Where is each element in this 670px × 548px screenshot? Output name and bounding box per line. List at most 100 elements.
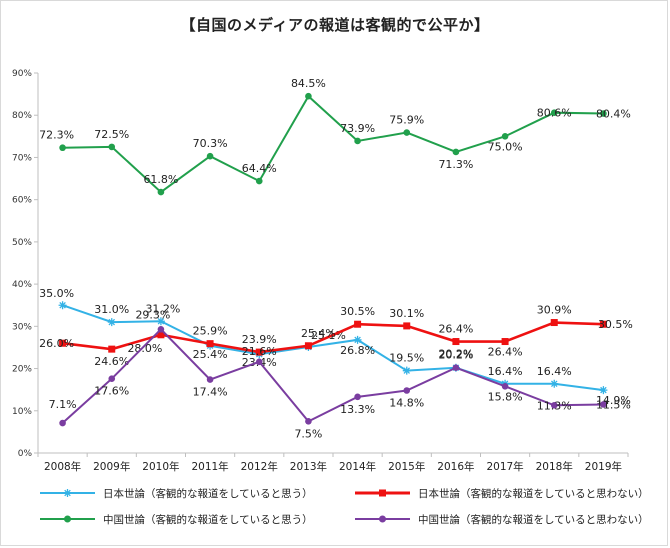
x-tick-label: 2017年: [486, 460, 523, 473]
x-tick-label: 2013年: [290, 460, 327, 473]
data-label-s3-9: 15.8%: [488, 390, 523, 403]
data-point-s0-10: [550, 379, 559, 388]
data-label-s2-4: 64.4%: [242, 162, 277, 175]
x-tick-label: 2016年: [437, 460, 474, 473]
data-label-s0-8: 20.2%: [438, 349, 473, 362]
data-point-s2-4: [255, 177, 263, 185]
y-tick-label: 10%: [12, 407, 32, 417]
data-label-s1-1: 24.6%: [94, 355, 129, 368]
data-label-s2-3: 70.3%: [193, 137, 228, 150]
legend-item-japan-yes: 日本世論（客観的な報道をしていると思う）: [40, 484, 313, 502]
data-point-s1-1: [108, 345, 116, 353]
y-tick-label: 0%: [18, 449, 33, 459]
data-point-s1-10: [550, 319, 558, 327]
data-label-s2-0: 72.3%: [39, 129, 74, 142]
legend-item-japan-no: 日本世論（客観的な報道をしていると思わない）: [355, 484, 649, 502]
legend-item-china-yes: 中国世論（客観的な報道をしていると思う）: [40, 510, 313, 528]
legend-label-japan-no: 日本世論（客観的な報道をしていると思わない）: [418, 487, 649, 500]
data-point-s3-0: [59, 419, 66, 427]
data-point-s2-2: [157, 188, 165, 196]
data-point-s0-2: [156, 317, 165, 326]
data-point-s0-1: [107, 318, 116, 327]
data-label-s3-8: 20.2%: [438, 348, 473, 361]
x-tick-label: 2014年: [339, 460, 376, 473]
data-point-s3-1: [108, 375, 116, 382]
data-point-s3-5: [305, 418, 312, 425]
y-tick-label: 60%: [12, 196, 32, 206]
data-point-s2-5: [305, 92, 312, 100]
data-point-s3-9: [501, 382, 509, 390]
y-tick-label: 20%: [12, 365, 32, 375]
data-label-s3-5: 7.5%: [294, 427, 322, 440]
x-tick-label: 2010年: [142, 460, 179, 473]
data-point-s1-9: [501, 338, 509, 346]
data-label-s1-7: 30.1%: [389, 307, 424, 320]
data-label-s3-7: 14.8%: [389, 397, 424, 410]
data-point-s2-7: [403, 129, 411, 136]
y-tick-label: 90%: [12, 69, 32, 79]
data-label-s1-5: 25.4%: [301, 327, 336, 340]
x-tick-label: 2008年: [44, 460, 81, 473]
data-point-s2-6: [354, 137, 361, 145]
x-tick-label: 2009年: [93, 460, 130, 473]
data-point-s1-0: [59, 339, 67, 347]
data-point-s1-2: [157, 331, 165, 339]
legend-swatch-china-no: [355, 515, 410, 523]
data-label-s1-0: 26.0%: [39, 337, 74, 350]
data-point-s1-8: [452, 338, 460, 346]
x-tick-label: 2011年: [191, 460, 228, 473]
y-tick-label: 50%: [12, 238, 32, 248]
data-label-s2-9: 75.0%: [488, 140, 523, 153]
series-line-2: [62, 94, 604, 194]
series-line-0: [62, 304, 604, 392]
data-point-s2-0: [59, 144, 66, 152]
data-point-s2-9: [501, 133, 509, 140]
data-label-s2-2: 61.8%: [143, 173, 178, 186]
y-tick-label: 40%: [12, 280, 32, 290]
data-point-s3-2: [157, 325, 165, 333]
data-label-s1-6: 30.5%: [340, 305, 375, 318]
data-point-s2-10: [550, 109, 558, 116]
data-label-s3-6: 13.3%: [340, 403, 375, 416]
data-point-s3-11: [600, 401, 607, 408]
series-line-3: [61, 327, 604, 424]
y-tick-label: 30%: [12, 322, 32, 332]
x-tick-label: 2015年: [388, 460, 425, 473]
data-label-s0-9: 16.4%: [488, 365, 523, 378]
legend-label-china-yes: 中国世論（客観的な報道をしていると思う）: [103, 513, 313, 526]
data-label-s3-1: 17.6%: [94, 385, 129, 398]
data-label-s1-8: 26.4%: [438, 323, 473, 336]
legend-item-china-no: 中国世論（客観的な報道をしていると思わない）: [355, 510, 649, 528]
legend-swatch-japan-yes: [40, 489, 95, 497]
data-label-s0-1: 31.0%: [94, 303, 129, 316]
data-label-s0-6: 26.8%: [340, 344, 375, 357]
data-point-s3-4: [255, 358, 263, 366]
data-label-s3-11: 11.5%: [596, 398, 631, 411]
data-label-s2-6: 73.9%: [340, 122, 375, 135]
data-point-s2-11: [600, 110, 607, 117]
data-point-s1-4: [255, 348, 263, 356]
data-label-s3-4: 21.6%: [242, 345, 277, 358]
data-label-s2-7: 75.9%: [389, 114, 424, 127]
data-label-s0-10: 16.4%: [537, 365, 572, 378]
data-point-s0-11: [599, 386, 608, 395]
data-label-s3-10: 11.3%: [537, 399, 572, 412]
data-point-s3-10: [550, 401, 558, 409]
data-label-s2-1: 72.5%: [94, 128, 129, 141]
data-label-s0-3: 25.4%: [193, 348, 228, 361]
legend-swatch-japan-no: [355, 489, 410, 497]
data-label-s1-3: 25.9%: [193, 325, 228, 338]
data-label-s1-2: 28.0%: [127, 342, 162, 355]
data-label-s2-11: 80.4%: [596, 108, 631, 121]
data-label-s1-10: 30.9%: [537, 304, 572, 317]
y-tick-label: 80%: [12, 111, 32, 121]
y-tick-label: 70%: [12, 153, 32, 163]
data-point-s0-6: [353, 335, 362, 344]
x-tick-label: 2019年: [585, 460, 622, 473]
data-point-s2-8: [452, 148, 460, 156]
data-label-s3-2: 29.3%: [135, 308, 170, 321]
data-point-s1-7: [403, 322, 411, 330]
data-point-s1-6: [354, 320, 362, 328]
